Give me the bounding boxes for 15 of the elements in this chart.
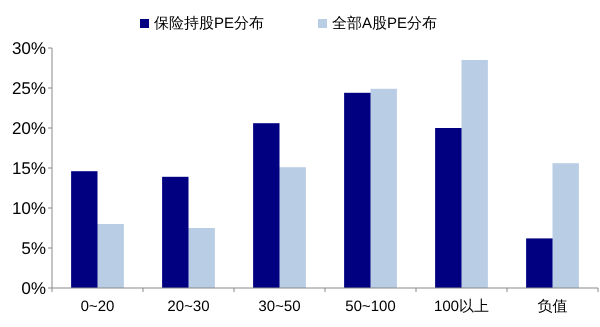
legend-label: 保险持股PE分布 xyxy=(154,15,264,32)
x-tick-label: 100以上 xyxy=(434,298,490,315)
y-tick-label: 5% xyxy=(21,239,46,258)
x-tick-label: 0~20 xyxy=(80,298,114,315)
y-tick-label: 25% xyxy=(12,79,46,98)
y-tick-label: 15% xyxy=(12,159,46,178)
x-tick-label: 20~30 xyxy=(167,298,210,315)
x-tick-label: 负值 xyxy=(538,298,568,315)
y-tick-label: 30% xyxy=(12,39,46,58)
y-tick-label: 20% xyxy=(12,119,46,138)
x-tick-label: 30~50 xyxy=(258,298,301,315)
y-tick-label: 0% xyxy=(21,279,46,298)
y-tick-label: 10% xyxy=(12,199,46,218)
legend-label: 全部A股PE分布 xyxy=(332,15,438,32)
x-tick-label: 50~100 xyxy=(345,298,396,315)
